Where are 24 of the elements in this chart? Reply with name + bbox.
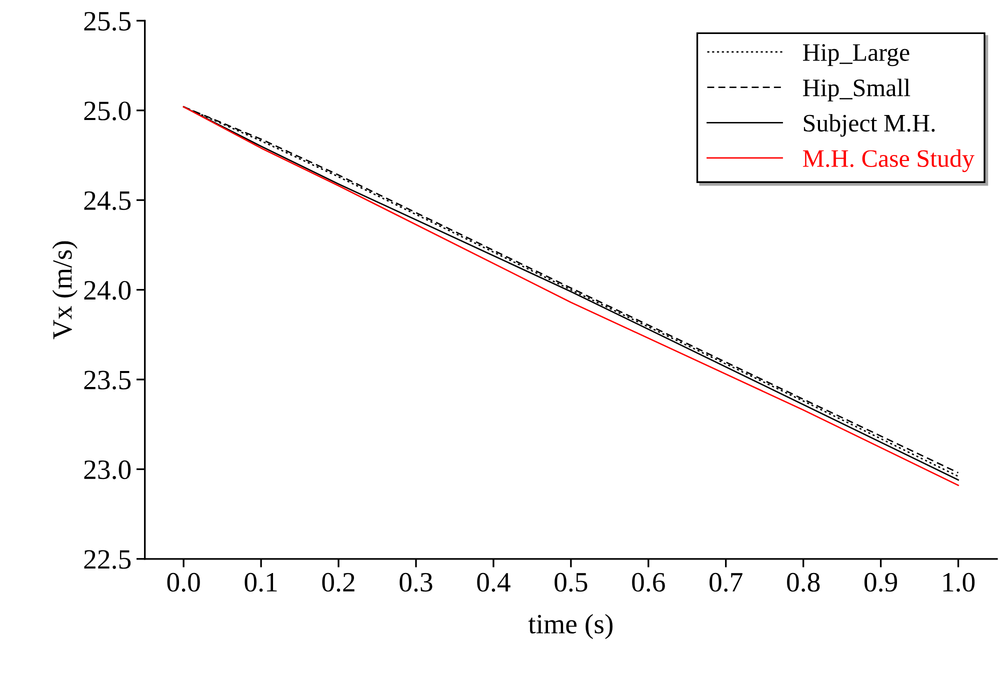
y-tick-label: 24.0 <box>84 280 131 300</box>
x-axis-title: time (s) <box>528 614 613 640</box>
y-tick-label: 22.5 <box>84 550 131 569</box>
y-tick-label: 23.5 <box>84 370 131 390</box>
y-axis-title: Vx (m/s) <box>52 241 78 340</box>
x-tick-label: 0.2 <box>322 572 354 592</box>
x-tick-label: 0.6 <box>632 572 665 592</box>
x-tick-label: 0.9 <box>864 572 898 592</box>
x-tick-label: 1.0 <box>943 572 975 592</box>
y-tick-label: 24.5 <box>84 191 131 210</box>
y-tick-label: 23.0 <box>84 460 131 480</box>
y-tick-label: 25.0 <box>84 102 131 120</box>
x-tick-label: 0.8 <box>787 572 820 592</box>
legend-label: Subject M.H. <box>804 114 935 137</box>
x-tick-label: 0.5 <box>554 572 588 592</box>
y-tick-label: 25.5 <box>84 12 131 31</box>
legend-label: Hip_Small <box>802 78 910 102</box>
legend-label: M.H. Case Study <box>802 149 974 172</box>
x-tick-label: 0.7 <box>710 572 742 592</box>
x-tick-label: 0.3 <box>400 572 432 592</box>
x-tick-label: 0.0 <box>167 572 200 592</box>
x-tick-label: 0.4 <box>477 572 510 592</box>
legend-label: Hip_Large <box>802 44 910 66</box>
x-tick-label: 0.1 <box>244 572 277 592</box>
